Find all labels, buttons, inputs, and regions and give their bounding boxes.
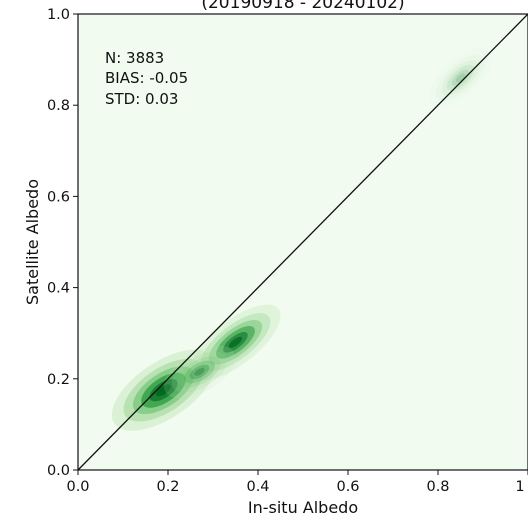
- density-contour: [171, 351, 228, 393]
- density-contour: [451, 69, 470, 86]
- density-cluster: [428, 48, 493, 108]
- x-axis: 0.0 0.2 0.4 0.6 0.8 1: [66, 470, 528, 495]
- stats-box: N: 3883 BIAS: -0.05 STD: 0.03: [105, 49, 188, 108]
- density-contour: [455, 73, 466, 83]
- x-tick-label: 1: [515, 479, 524, 495]
- y-tick-label: 0.4: [47, 281, 70, 297]
- density-contour: [189, 364, 210, 380]
- y-tick-label: 0.0: [47, 463, 70, 479]
- density-contour: [441, 60, 480, 96]
- density-contour: [435, 54, 486, 101]
- x-tick-label: 0.8: [426, 479, 449, 495]
- density-contour: [178, 356, 221, 388]
- y-axis: 0.0 0.2 0.4 0.6 0.8 1.0: [47, 7, 78, 479]
- chart-title: (20190918 - 20240102): [201, 0, 404, 13]
- n-count-label: N: 3883: [105, 49, 164, 67]
- bias-label: BIAS: -0.05: [105, 69, 188, 87]
- x-tick-label: 0.4: [246, 479, 269, 495]
- density-contour: [228, 336, 243, 348]
- density-cluster: [111, 349, 216, 431]
- x-axis-title: In-situ Albedo: [248, 498, 358, 517]
- y-tick-label: 0.8: [47, 98, 70, 114]
- density-layer: [111, 48, 493, 431]
- one-to-one-reference-line: [77, 13, 528, 471]
- density-cluster: [163, 345, 236, 399]
- y-tick-label: 1.0: [47, 7, 70, 23]
- x-tick-label: 0.2: [156, 479, 179, 495]
- y-tick-label: 0.6: [47, 189, 70, 205]
- x-tick-label: 0.6: [336, 479, 359, 495]
- plot-frame: [77, 13, 528, 471]
- x-tick-label: 0.0: [66, 479, 89, 495]
- y-tick-label: 0.2: [47, 372, 70, 388]
- density-contour: [155, 384, 172, 397]
- density-contour: [163, 345, 236, 399]
- density-contour: [428, 48, 493, 108]
- density-contour: [194, 368, 205, 376]
- density-contour: [446, 65, 475, 91]
- std-label: STD: 0.03: [105, 90, 178, 108]
- y-axis-title: Satellite Albedo: [23, 179, 42, 305]
- density-cluster: [190, 304, 281, 381]
- density-contour: [184, 360, 215, 384]
